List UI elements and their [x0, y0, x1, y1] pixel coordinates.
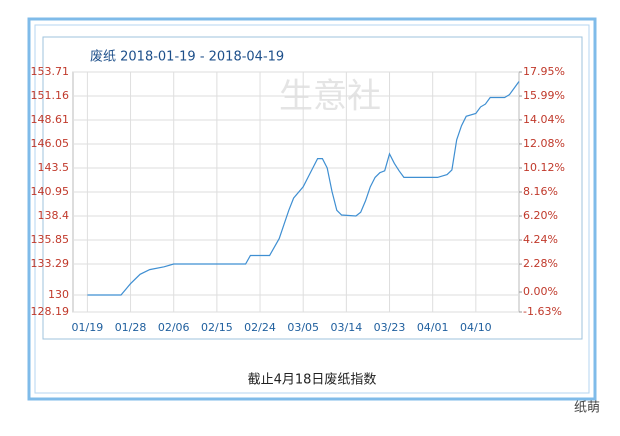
y2-tick-label: 4.24% — [523, 233, 558, 246]
x-tick-label: 03/23 — [374, 321, 406, 334]
x-tick-label: 01/28 — [115, 321, 147, 334]
y-tick-label: 151.16 — [31, 89, 70, 102]
y2-tick-label: 10.12% — [523, 161, 565, 174]
y-tick-label: 130 — [48, 288, 69, 301]
x-tick-label: 02/15 — [201, 321, 233, 334]
y2-tick-label: 8.16% — [523, 185, 558, 198]
x-tick-label: 04/10 — [460, 321, 492, 334]
y-tick-label: 153.71 — [31, 65, 70, 78]
y2-tick-label: 6.20% — [523, 209, 558, 222]
footer-label: 纸萌 — [574, 401, 600, 416]
x-tick-label: 02/24 — [244, 321, 276, 334]
y2-tick-label: -1.63% — [523, 305, 562, 318]
y-tick-label: 128.19 — [31, 305, 70, 318]
watermark: 生意社 — [279, 77, 381, 117]
y2-tick-label: 2.28% — [523, 257, 558, 270]
y-tick-label: 133.29 — [31, 257, 70, 270]
y-tick-label: 135.85 — [31, 233, 70, 246]
outer-frame — [27, 17, 597, 401]
caption: 截止4月18日废纸指数 — [248, 372, 377, 388]
y2-tick-label: 17.95% — [523, 65, 565, 78]
x-tick-label: 03/14 — [331, 321, 363, 334]
x-tick-label: 01/19 — [72, 321, 104, 334]
x-tick-label: 02/06 — [158, 321, 190, 334]
y2-tick-label: 12.08% — [523, 137, 565, 150]
x-tick-label: 03/05 — [287, 321, 319, 334]
plot-frame — [42, 36, 583, 340]
x-tick-label: 04/01 — [417, 321, 449, 334]
y2-tick-label: 15.99% — [523, 89, 565, 102]
y-tick-label: 143.5 — [38, 161, 70, 174]
chart-title: 废纸 2018-01-19 - 2018-04-19 — [90, 49, 284, 65]
y2-tick-label: 14.04% — [523, 113, 565, 126]
inner-frame — [34, 24, 590, 394]
y-tick-label: 146.05 — [31, 137, 70, 150]
y-tick-label: 140.95 — [31, 185, 70, 198]
y-tick-label: 148.61 — [31, 113, 70, 126]
data-line — [87, 81, 520, 296]
y2-tick-label: 0.00% — [523, 285, 558, 298]
y-tick-label: 138.4 — [38, 209, 70, 222]
